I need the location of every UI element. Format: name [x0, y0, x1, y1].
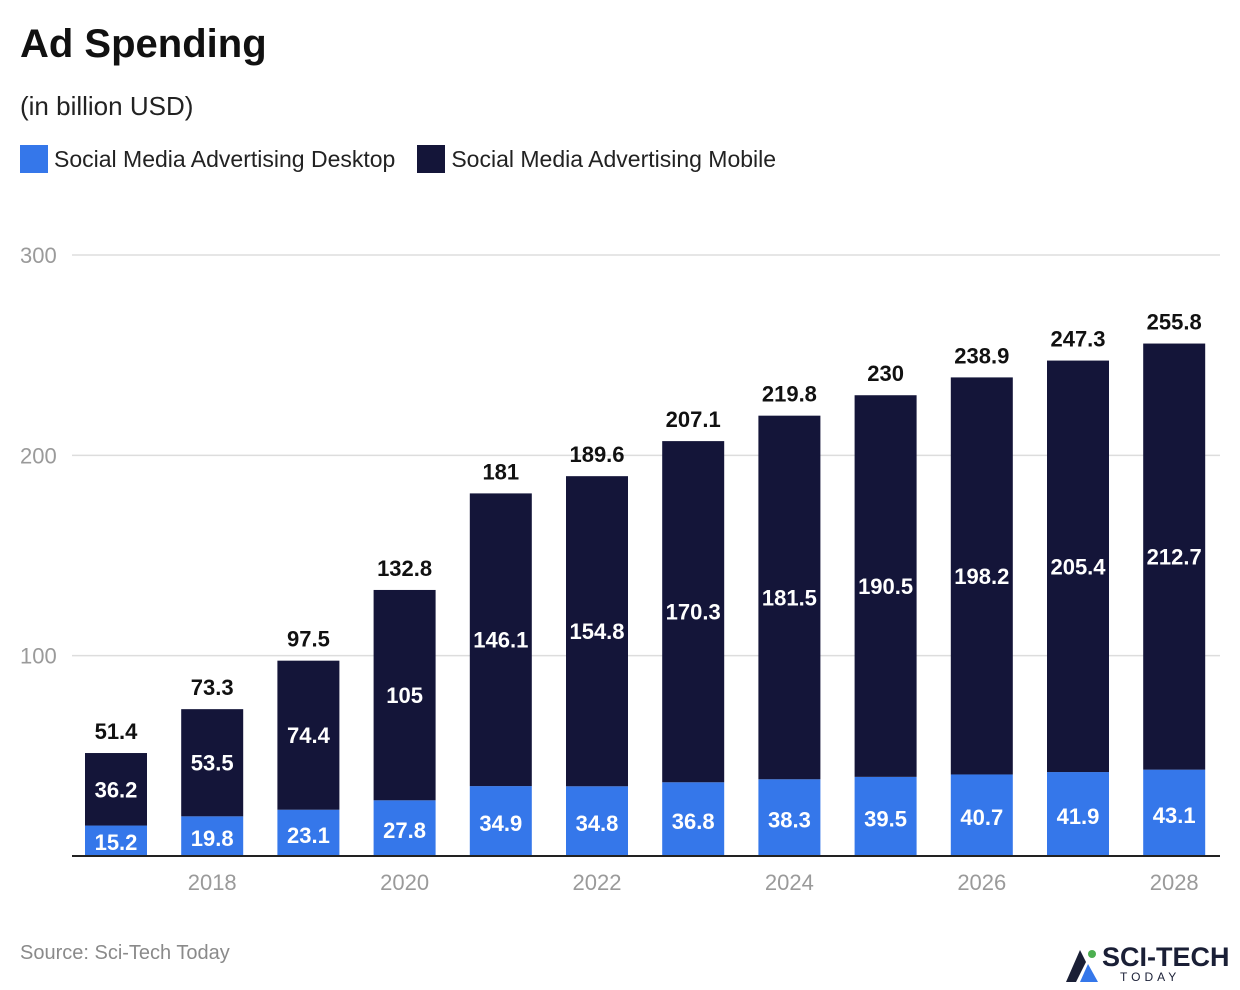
legend-label-mobile: Social Media Advertising Mobile [451, 145, 777, 172]
x-tick-label: 2026 [957, 870, 1006, 895]
mobile-value-label: 198.2 [954, 564, 1009, 589]
bar-mobile [181, 709, 244, 817]
desktop-value-label: 39.5 [864, 806, 907, 831]
logo-mark-icon [1066, 950, 1098, 982]
legend-item-mobile: Social Media Advertising Mobile [417, 145, 776, 173]
x-tick-label: 2018 [188, 870, 237, 895]
bar-desktop [1143, 769, 1206, 856]
bar-mobile [854, 395, 917, 777]
total-value-label: 132.8 [377, 556, 432, 581]
y-tick-label: 300 [20, 243, 57, 268]
chart-subtitle: (in billion USD) [20, 91, 194, 121]
total-value-label: 247.3 [1050, 327, 1105, 352]
desktop-value-label: 34.8 [576, 811, 619, 836]
bar-desktop [469, 786, 532, 856]
source-note: Source: Sci-Tech Today [20, 942, 230, 964]
mobile-value-label: 181.5 [762, 585, 817, 610]
logo-text: SCI-TECH [1102, 942, 1230, 972]
mobile-value-label: 205.4 [1050, 554, 1106, 579]
bar-mobile [85, 753, 147, 826]
desktop-value-label: 34.9 [479, 811, 522, 836]
bar-mobile [758, 415, 821, 780]
total-value-label: 189.6 [569, 442, 624, 467]
desktop-value-label: 27.8 [383, 818, 426, 843]
bar-mobile [566, 476, 628, 787]
desktop-value-label: 40.7 [960, 805, 1003, 830]
mobile-value-label: 170.3 [666, 600, 721, 625]
total-value-label: 51.4 [95, 719, 139, 744]
desktop-value-label: 41.9 [1057, 804, 1100, 829]
bar-mobile [950, 377, 1013, 775]
total-value-label: 219.8 [762, 382, 817, 407]
bar-mobile [373, 589, 436, 801]
mobile-value-label: 146.1 [473, 628, 528, 653]
bar-desktop [566, 786, 628, 856]
y-tick-label: 200 [20, 443, 57, 468]
total-value-label: 255.8 [1147, 310, 1202, 335]
bar-desktop [373, 800, 436, 856]
bar-desktop [950, 774, 1013, 856]
bar-desktop [1047, 772, 1109, 856]
desktop-value-label: 23.1 [287, 823, 330, 848]
x-tick-label: 2028 [1150, 870, 1199, 895]
mobile-value-label: 212.7 [1147, 545, 1202, 570]
total-value-label: 181 [482, 459, 519, 484]
total-value-label: 238.9 [954, 343, 1009, 368]
legend-swatch-desktop [20, 145, 48, 173]
x-tick-label: 2020 [380, 870, 429, 895]
desktop-value-label: 38.3 [768, 808, 811, 833]
mobile-value-label: 74.4 [287, 723, 331, 748]
legend: Social Media Advertising Desktop Social … [20, 145, 798, 173]
bar-desktop [277, 809, 340, 856]
bar-mobile [662, 441, 725, 783]
mobile-value-label: 105 [386, 683, 423, 708]
desktop-value-label: 19.8 [191, 826, 234, 851]
total-value-label: 230 [867, 361, 904, 386]
bar-desktop [758, 779, 821, 856]
mobile-value-label: 53.5 [191, 751, 234, 776]
bar-chart: 100 200 300 15.2 36.2 51.4 19.8 53.5 73.3 23.1 74.… [20, 243, 1220, 895]
y-tick-label: 100 [20, 644, 57, 669]
x-tick-label: 2024 [765, 870, 814, 895]
bar-desktop [85, 825, 147, 856]
bar-mobile [1047, 360, 1109, 773]
logo-subtext: TODAY [1120, 970, 1181, 984]
desktop-value-label: 43.1 [1153, 803, 1196, 828]
sci-tech-logo: SCI-TECH TODAY [1062, 942, 1240, 986]
total-value-label: 73.3 [191, 675, 234, 700]
x-tick-label: 2022 [573, 870, 622, 895]
bar-desktop [854, 776, 917, 856]
desktop-value-label: 36.8 [672, 809, 715, 834]
mobile-value-label: 190.5 [858, 574, 913, 599]
bar-desktop [181, 816, 244, 856]
total-value-label: 207.1 [666, 407, 721, 432]
bar-mobile [469, 493, 532, 787]
bar-mobile [1143, 343, 1206, 770]
desktop-value-label: 15.2 [95, 830, 138, 855]
legend-label-desktop: Social Media Advertising Desktop [54, 145, 396, 172]
mobile-value-label: 36.2 [95, 777, 138, 802]
total-value-label: 97.5 [287, 627, 330, 652]
bar-mobile [277, 660, 340, 810]
legend-swatch-mobile [417, 145, 446, 173]
chart-title: Ad Spending [20, 22, 267, 66]
mobile-value-label: 154.8 [569, 619, 624, 644]
bar-desktop [662, 782, 725, 856]
legend-item-desktop: Social Media Advertising Desktop [20, 145, 395, 173]
